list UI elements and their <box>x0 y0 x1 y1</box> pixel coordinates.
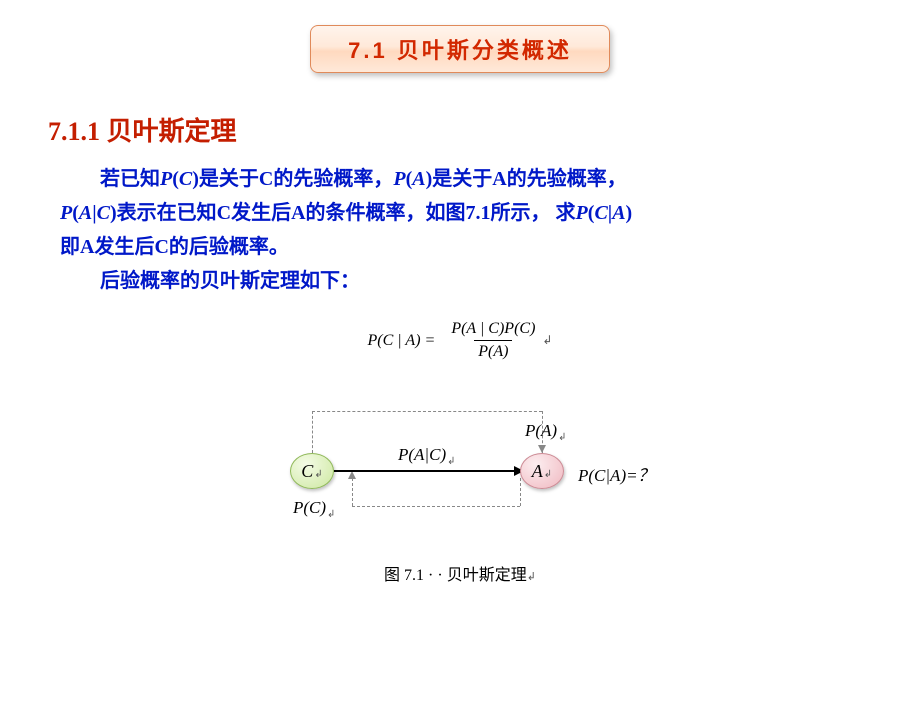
label-pc: P(C)↲ <box>293 498 335 520</box>
node-a-label: A <box>532 461 543 482</box>
cursor-mark: ↲ <box>542 333 552 348</box>
dash-arrow-icon <box>538 445 546 453</box>
bayes-formula: P(C | A) = P(A | C)P(C) P(A) ↲ <box>330 320 590 361</box>
body-paragraph: 若已知P(C)是关于C的先验概率，P(A)是关于A的先验概率， P(A|C)表示… <box>60 162 860 298</box>
node-a: A↲ <box>520 453 564 489</box>
text: 是关于C的先验概率， <box>199 168 393 190</box>
formula-denominator: P(A) <box>474 340 512 361</box>
dash-line <box>312 411 542 412</box>
formula-lhs: P(C | A) = <box>368 332 436 350</box>
text: 后验概率的贝叶斯定理如下： <box>100 270 360 292</box>
subsection-title: 7.1.1 贝叶斯定理 <box>48 111 920 148</box>
node-c: C↲ <box>290 453 334 489</box>
dash-line <box>520 478 521 506</box>
edge-c-to-a <box>334 470 516 472</box>
label-pac: P(A|C)↲ <box>398 445 456 467</box>
formula-numerator: P(A | C)P(C) <box>447 320 539 340</box>
dash-line <box>312 411 313 453</box>
text: 表示在已知C发生后A的条件概率，如图7.1所示， 求 <box>117 202 576 224</box>
section-title: 7.1 贝叶斯分类概述 <box>348 33 572 65</box>
bayes-diagram: C↲ A↲ P(A|C)↲ P(A)↲ P(C)↲ P(C|A)=？ <box>180 383 740 543</box>
label-pa: P(A)↲ <box>525 421 566 443</box>
label-pca: P(C|A)=？ <box>578 461 655 486</box>
dash-line <box>352 478 353 506</box>
dash-line <box>352 506 520 507</box>
section-title-box: 7.1 贝叶斯分类概述 <box>310 25 610 73</box>
text: 若已知 <box>100 168 160 190</box>
text: 即A发生后C的后验概率。 <box>60 236 289 258</box>
node-c-label: C <box>301 461 313 482</box>
dash-arrow-icon <box>348 471 356 479</box>
figure-caption: 图 7.1 · · 贝叶斯定理↲ <box>0 561 920 585</box>
text: 是关于A的先验概率， <box>432 168 626 190</box>
